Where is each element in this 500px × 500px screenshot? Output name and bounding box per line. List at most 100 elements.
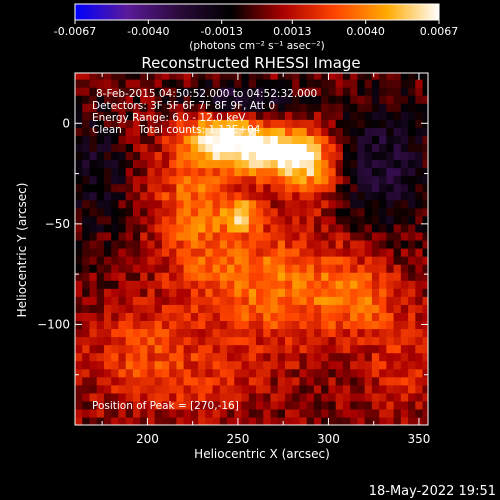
heatmap-cell bbox=[161, 87, 170, 96]
heatmap-cell bbox=[393, 256, 402, 265]
heatmap-cell bbox=[234, 151, 243, 161]
heatmap-cell bbox=[350, 280, 358, 289]
heatmap-cell bbox=[284, 143, 293, 153]
heatmap-cell bbox=[386, 264, 395, 273]
heatmap-cell bbox=[241, 215, 250, 225]
heatmap-cell bbox=[313, 119, 322, 128]
heatmap-cell bbox=[241, 296, 250, 305]
heatmap-cell bbox=[306, 352, 315, 362]
heatmap-cell bbox=[415, 111, 424, 120]
heatmap-cell bbox=[234, 127, 243, 136]
heatmap-cell bbox=[161, 215, 170, 225]
heatmap-cell bbox=[248, 167, 257, 177]
heatmap-cell bbox=[270, 175, 279, 185]
heatmap-cell bbox=[256, 320, 264, 330]
colorbar-unit-label: (photons cm⁻² s⁻¹ asec⁻²) bbox=[189, 40, 324, 52]
heatmap-cell bbox=[256, 296, 264, 305]
heatmap-cell bbox=[408, 231, 416, 241]
heatmap-cell bbox=[212, 320, 221, 330]
heatmap-cell bbox=[256, 95, 264, 104]
heatmap-cell bbox=[393, 111, 402, 120]
heatmap-cell bbox=[147, 119, 156, 128]
heatmap-cell bbox=[386, 191, 395, 201]
heatmap-cell bbox=[364, 247, 373, 257]
heatmap-cell bbox=[176, 272, 185, 281]
heatmap-cell bbox=[393, 312, 402, 322]
heatmap-cell bbox=[313, 368, 322, 378]
heatmap-cell bbox=[241, 111, 250, 120]
heatmap-cell bbox=[118, 336, 127, 346]
heatmap-cell bbox=[357, 87, 366, 96]
heatmap-cell bbox=[212, 328, 221, 338]
heatmap-cell bbox=[328, 352, 337, 362]
heatmap-cell bbox=[379, 384, 387, 394]
heatmap-cell bbox=[393, 320, 402, 330]
heatmap-cell bbox=[234, 183, 243, 193]
heatmap-cell bbox=[125, 231, 134, 241]
heatmap-cell bbox=[277, 328, 286, 338]
heatmap-cell bbox=[96, 360, 105, 370]
heatmap-cell bbox=[169, 360, 177, 370]
heatmap-cell bbox=[89, 87, 98, 96]
heatmap-cell bbox=[96, 408, 105, 418]
heatmap-cell bbox=[321, 247, 330, 257]
heatmap-cell bbox=[198, 272, 206, 281]
heatmap-cell bbox=[263, 135, 272, 144]
heatmap-cell bbox=[313, 328, 322, 338]
heatmap-cell bbox=[248, 183, 257, 193]
heatmap-cell bbox=[364, 256, 373, 265]
heatmap-cell bbox=[292, 183, 301, 193]
heatmap-cell bbox=[147, 183, 156, 193]
heatmap-cell bbox=[161, 400, 170, 410]
heatmap-cell bbox=[364, 416, 373, 425]
heatmap-cell bbox=[140, 183, 149, 193]
heatmap-cell bbox=[96, 127, 105, 136]
heatmap-cell bbox=[415, 119, 424, 128]
heatmap-cell bbox=[270, 400, 279, 410]
heatmap-cell bbox=[111, 127, 120, 136]
heatmap-cell bbox=[321, 199, 330, 209]
heatmap-cell bbox=[313, 400, 322, 410]
heatmap-cell bbox=[118, 247, 127, 257]
heatmap-cell bbox=[212, 247, 221, 257]
heatmap-cell bbox=[321, 87, 330, 96]
heatmap-cell bbox=[284, 344, 293, 354]
heatmap-cell bbox=[125, 280, 134, 289]
heatmap-cell bbox=[234, 296, 243, 305]
heatmap-cell bbox=[335, 376, 344, 386]
heatmap-cell bbox=[248, 352, 257, 362]
heatmap-cell bbox=[248, 288, 257, 297]
heatmap-cell bbox=[183, 336, 192, 346]
heatmap-cell bbox=[342, 239, 351, 249]
heatmap-cell bbox=[393, 376, 402, 386]
heatmap-cell bbox=[393, 247, 402, 257]
heatmap-cell bbox=[422, 352, 428, 362]
heatmap-cell bbox=[371, 111, 380, 120]
heatmap-cell bbox=[118, 376, 127, 386]
heatmap-cell bbox=[270, 215, 279, 225]
heatmap-cell bbox=[342, 344, 351, 354]
heatmap-cell bbox=[161, 103, 170, 112]
heatmap-cell bbox=[313, 143, 322, 153]
heatmap-cell bbox=[103, 95, 112, 104]
heatmap-cell bbox=[270, 352, 279, 362]
heatmap-cell bbox=[350, 191, 358, 201]
heatmap-cell bbox=[234, 400, 243, 410]
heatmap-cell bbox=[140, 376, 149, 386]
heatmap-cell bbox=[161, 199, 170, 209]
heatmap-cell bbox=[357, 392, 366, 402]
heatmap-cell bbox=[386, 215, 395, 225]
heatmap-cell bbox=[205, 247, 214, 257]
heatmap-cell bbox=[190, 151, 199, 161]
heatmap-cell bbox=[241, 95, 250, 104]
heatmap-cell bbox=[270, 360, 279, 370]
heatmap-cell bbox=[270, 239, 279, 249]
heatmap-cell bbox=[284, 159, 293, 169]
heatmap-cell bbox=[350, 320, 358, 330]
heatmap-cell bbox=[118, 304, 127, 313]
heatmap-cell bbox=[241, 392, 250, 402]
heatmap-cell bbox=[379, 183, 387, 193]
heatmap-cell bbox=[161, 392, 170, 402]
heatmap-cell bbox=[400, 151, 409, 161]
